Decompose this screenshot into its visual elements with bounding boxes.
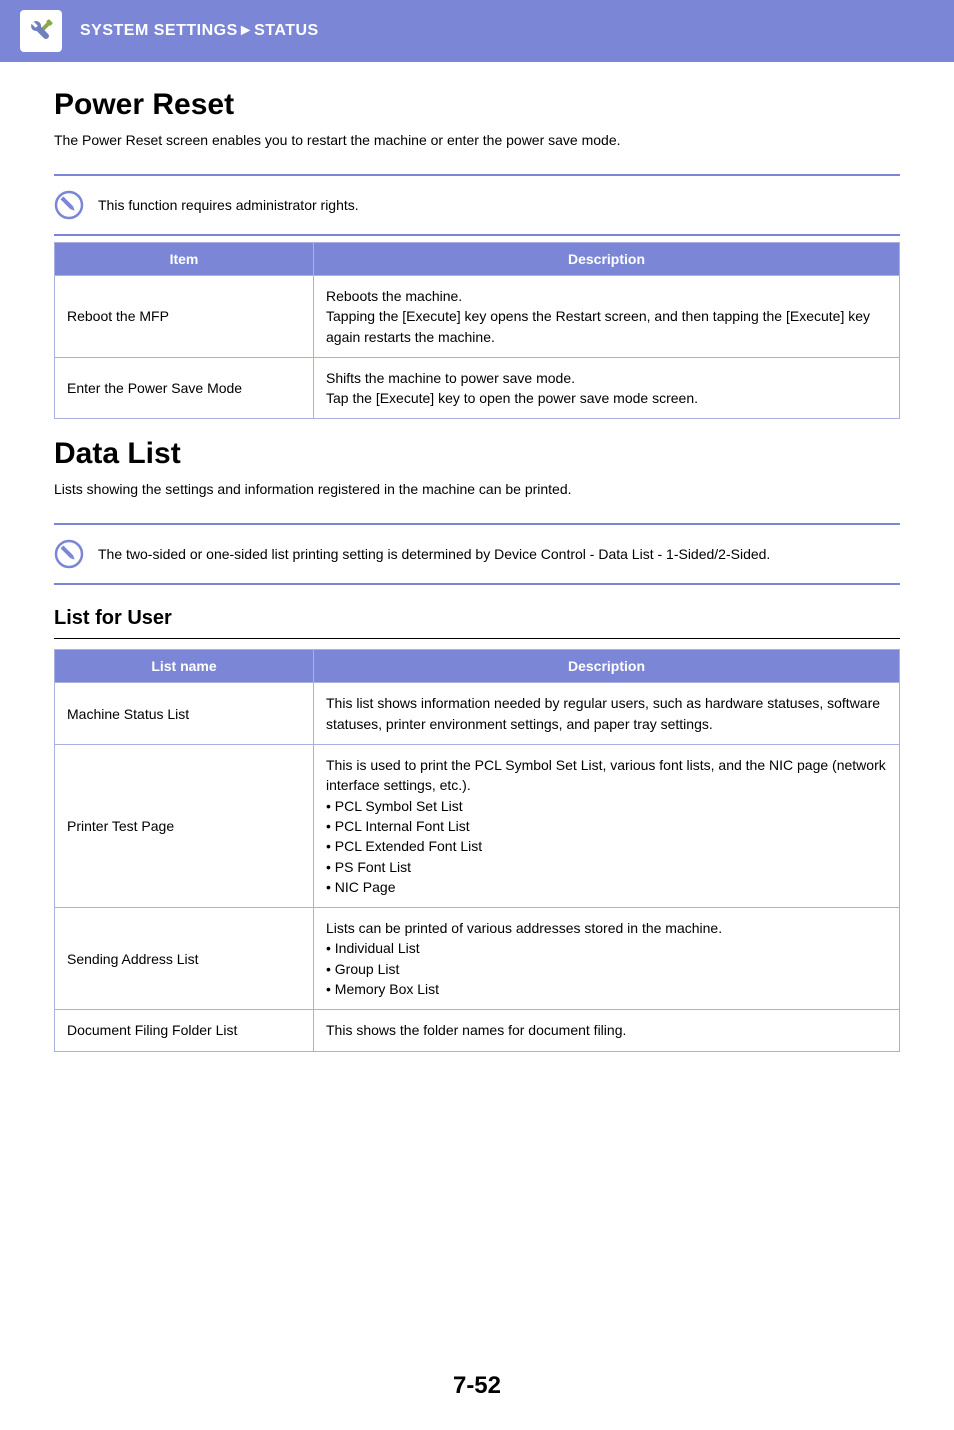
- divider: [54, 583, 900, 585]
- list-item: PS Font List: [326, 857, 887, 877]
- note-text: The two-sided or one-sided list printing…: [98, 546, 770, 562]
- note-row: This function requires administrator rig…: [54, 176, 900, 234]
- power-reset-tbody: Reboot the MFPReboots the machine.Tappin…: [55, 276, 900, 419]
- table-row: Sending Address ListLists can be printed…: [55, 908, 900, 1010]
- page-number: 7-52: [0, 1372, 954, 1430]
- page-content: Power Reset The Power Reset screen enabl…: [0, 62, 954, 1052]
- divider: [54, 234, 900, 236]
- cell-description: Reboots the machine.Tapping the [Execute…: [314, 276, 900, 358]
- note-icon: [54, 190, 84, 220]
- table-row: Machine Status ListThis list shows infor…: [55, 683, 900, 745]
- power-reset-table: Item Description Reboot the MFPReboots t…: [54, 242, 900, 419]
- table-row: Document Filing Folder ListThis shows th…: [55, 1010, 900, 1051]
- breadcrumb-page: STATUS: [254, 22, 319, 39]
- tools-icon: [25, 15, 57, 47]
- th-list-name: List name: [55, 650, 314, 683]
- th-description: Description: [314, 243, 900, 276]
- list-item: PCL Symbol Set List: [326, 796, 887, 816]
- cell-list-name: Printer Test Page: [55, 745, 314, 908]
- list-item: Memory Box List: [326, 979, 887, 999]
- th-item: Item: [55, 243, 314, 276]
- list-for-user-table: List name Description Machine Status Lis…: [54, 649, 900, 1051]
- note-text: This function requires administrator rig…: [98, 197, 359, 213]
- cell-description: This is used to print the PCL Symbol Set…: [314, 745, 900, 908]
- table-row: Reboot the MFPReboots the machine.Tappin…: [55, 276, 900, 358]
- section-title-data-list: Data List: [54, 437, 900, 471]
- cell-list-name: Document Filing Folder List: [55, 1010, 314, 1051]
- subheading-list-for-user: List for User: [54, 607, 900, 630]
- cell-description: Lists can be printed of various addresse…: [314, 908, 900, 1010]
- power-reset-intro: The Power Reset screen enables you to re…: [54, 132, 900, 148]
- breadcrumb: SYSTEM SETTINGS►STATUS: [80, 22, 319, 40]
- list-item: Group List: [326, 959, 887, 979]
- data-list-intro: Lists showing the settings and informati…: [54, 481, 900, 497]
- list-item: Individual List: [326, 938, 887, 958]
- cell-item: Enter the Power Save Mode: [55, 357, 314, 419]
- breadcrumb-section: SYSTEM SETTINGS: [80, 22, 238, 39]
- cell-description: This list shows information needed by re…: [314, 683, 900, 745]
- header-bar: SYSTEM SETTINGS►STATUS: [0, 0, 954, 62]
- cell-list-name: Sending Address List: [55, 908, 314, 1010]
- table-row: Printer Test PageThis is used to print t…: [55, 745, 900, 908]
- section-title-power-reset: Power Reset: [54, 88, 900, 122]
- subheading-rule: [54, 638, 900, 639]
- list-item: PCL Extended Font List: [326, 836, 887, 856]
- list-for-user-tbody: Machine Status ListThis list shows infor…: [55, 683, 900, 1051]
- cell-description: This shows the folder names for document…: [314, 1010, 900, 1051]
- cell-description: Shifts the machine to power save mode.Ta…: [314, 357, 900, 419]
- note-row: The two-sided or one-sided list printing…: [54, 525, 900, 583]
- cell-list-name: Machine Status List: [55, 683, 314, 745]
- list-item: PCL Internal Font List: [326, 816, 887, 836]
- th-description: Description: [314, 650, 900, 683]
- note-icon: [54, 539, 84, 569]
- cell-item: Reboot the MFP: [55, 276, 314, 358]
- table-row: Enter the Power Save ModeShifts the mach…: [55, 357, 900, 419]
- list-item: NIC Page: [326, 877, 887, 897]
- breadcrumb-sep: ►: [238, 22, 254, 39]
- settings-icon-box: [20, 10, 62, 52]
